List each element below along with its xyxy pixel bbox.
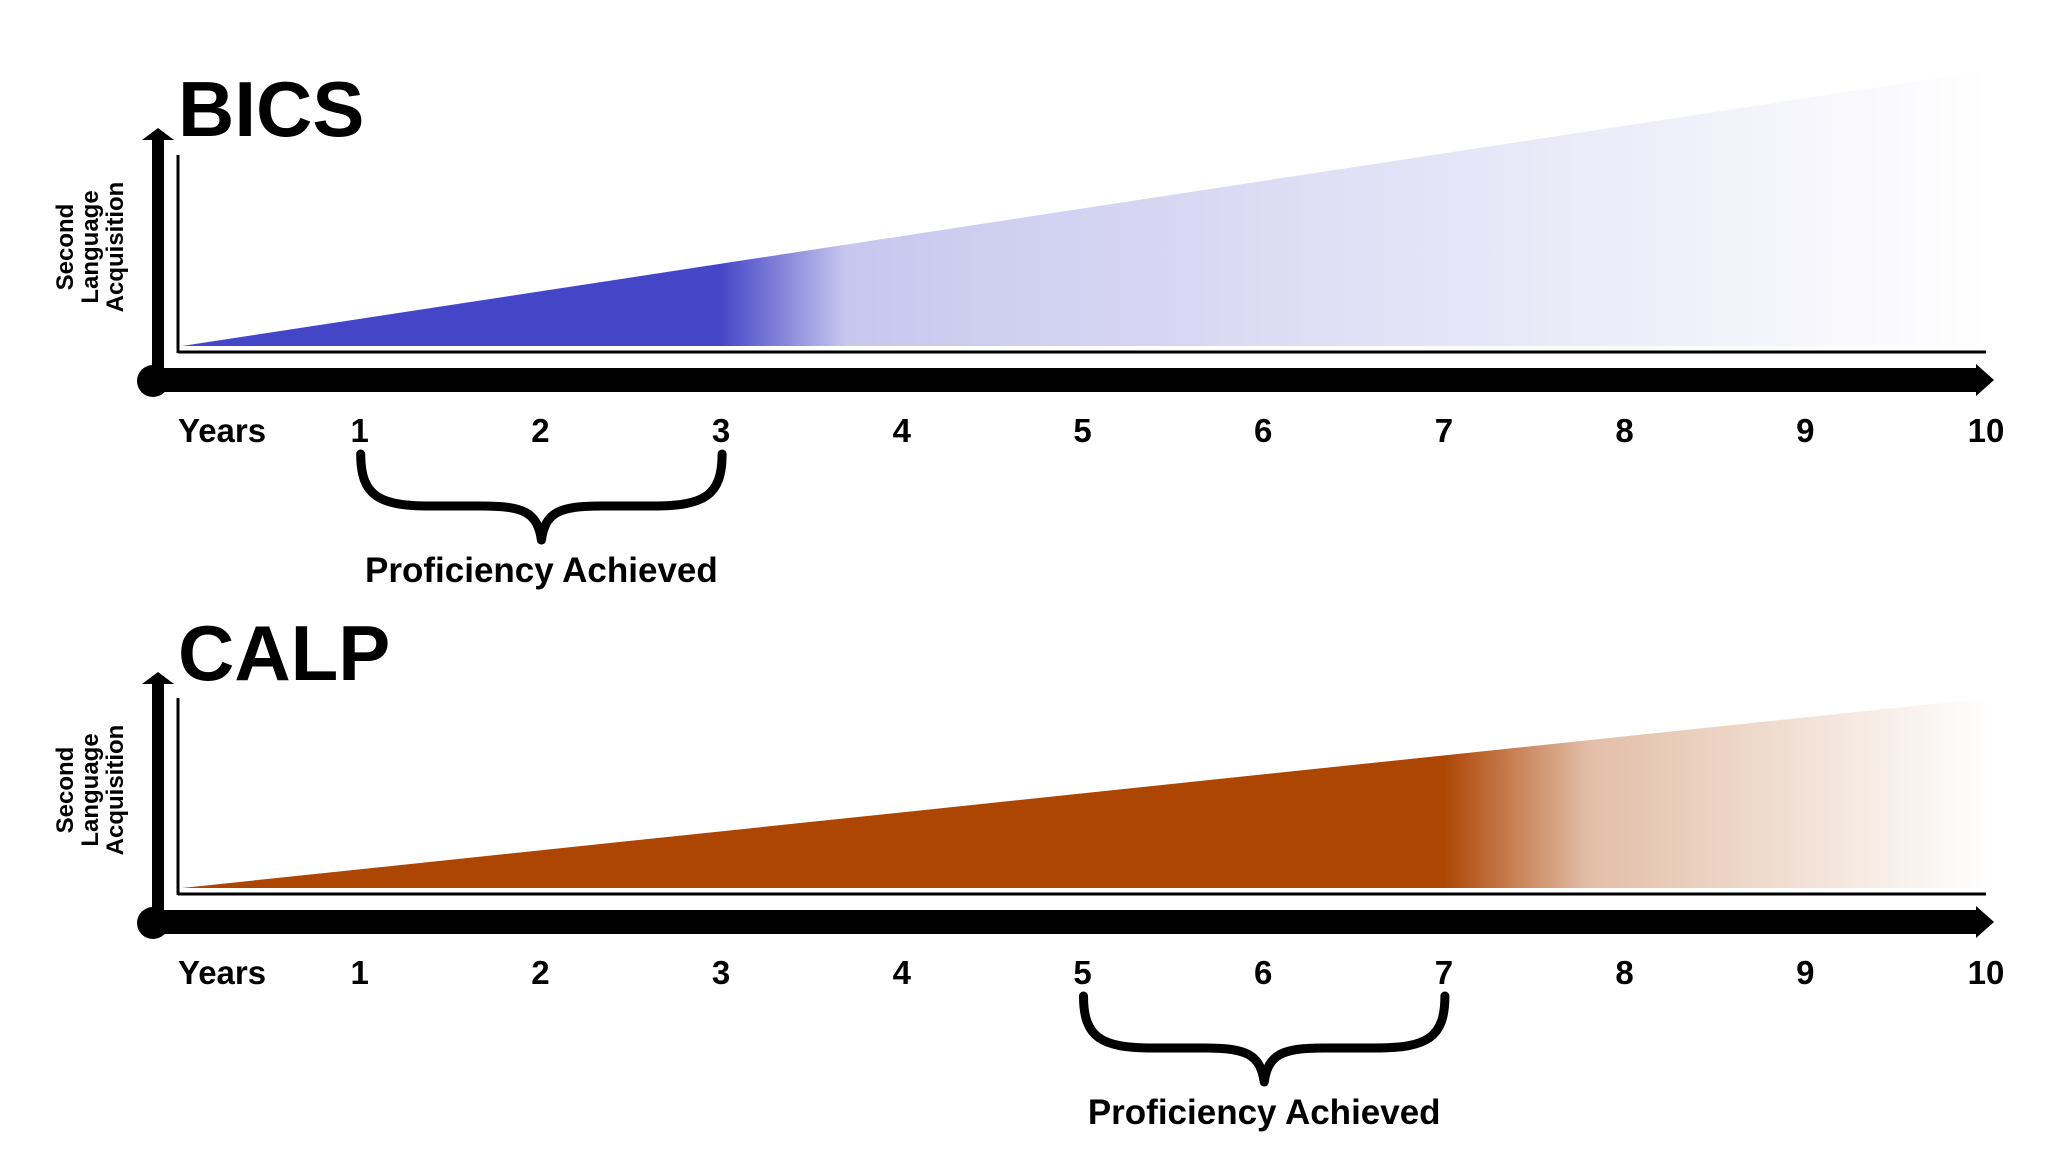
bics-proficiency-brace xyxy=(356,449,727,545)
bics-tick-10: 10 xyxy=(1968,412,2005,449)
calp-y-label-line1: Second xyxy=(52,747,79,834)
bics-tick-3: 3 xyxy=(712,412,730,449)
calp-tick-10: 10 xyxy=(1968,954,2005,991)
bics-tick-7: 7 xyxy=(1435,412,1453,449)
calp-title: CALP xyxy=(178,609,390,697)
bics-tick-6: 6 xyxy=(1254,412,1272,449)
bics-panel: BICS Second Language Acquisition Years 1… xyxy=(52,65,2004,590)
calp-tick-4: 4 xyxy=(893,954,912,991)
bics-tick-2: 2 xyxy=(531,412,549,449)
bics-tick-8: 8 xyxy=(1615,412,1633,449)
calp-acquisition-wedge xyxy=(182,698,1990,888)
bics-title: BICS xyxy=(178,65,364,153)
calp-panel: CALP Second Language Acquisition Years 1… xyxy=(52,609,2004,1132)
calp-y-label-line3: Acquisition xyxy=(102,725,129,856)
bics-y-label-line3: Acquisition xyxy=(102,182,129,313)
calp-proficiency-label: Proficiency Achieved xyxy=(1088,1093,1441,1132)
calp-tick-9: 9 xyxy=(1796,954,1814,991)
bics-proficiency-label: Proficiency Achieved xyxy=(365,551,718,590)
calp-tick-8: 8 xyxy=(1615,954,1633,991)
bics-tick-4: 4 xyxy=(893,412,912,449)
calp-y-label-line2: Language xyxy=(77,733,104,846)
bics-axes xyxy=(137,128,1994,397)
bics-tick-5: 5 xyxy=(1073,412,1091,449)
bics-years-label: Years xyxy=(178,412,266,449)
calp-proficiency-brace xyxy=(1079,991,1450,1087)
bics-y-label-line1: Second xyxy=(52,204,79,291)
calp-tick-6: 6 xyxy=(1254,954,1272,991)
calp-tick-5: 5 xyxy=(1073,954,1091,991)
bics-y-label-line2: Language xyxy=(77,190,104,303)
bics-acquisition-wedge xyxy=(182,70,1990,346)
bics-tick-9: 9 xyxy=(1796,412,1814,449)
calp-x-ticks: 1 2 3 4 5 6 7 8 9 10 xyxy=(351,954,2005,991)
calp-axes xyxy=(137,672,1994,939)
bics-tick-1: 1 xyxy=(351,412,369,449)
calp-tick-2: 2 xyxy=(531,954,549,991)
calp-tick-3: 3 xyxy=(712,954,730,991)
bics-x-ticks: 1 2 3 4 5 6 7 8 9 10 xyxy=(351,412,2005,449)
calp-years-label: Years xyxy=(178,954,266,991)
calp-tick-7: 7 xyxy=(1435,954,1453,991)
bics-y-axis-label: Second Language Acquisition xyxy=(52,182,129,313)
calp-tick-1: 1 xyxy=(351,954,369,991)
calp-y-axis-label: Second Language Acquisition xyxy=(52,725,129,856)
